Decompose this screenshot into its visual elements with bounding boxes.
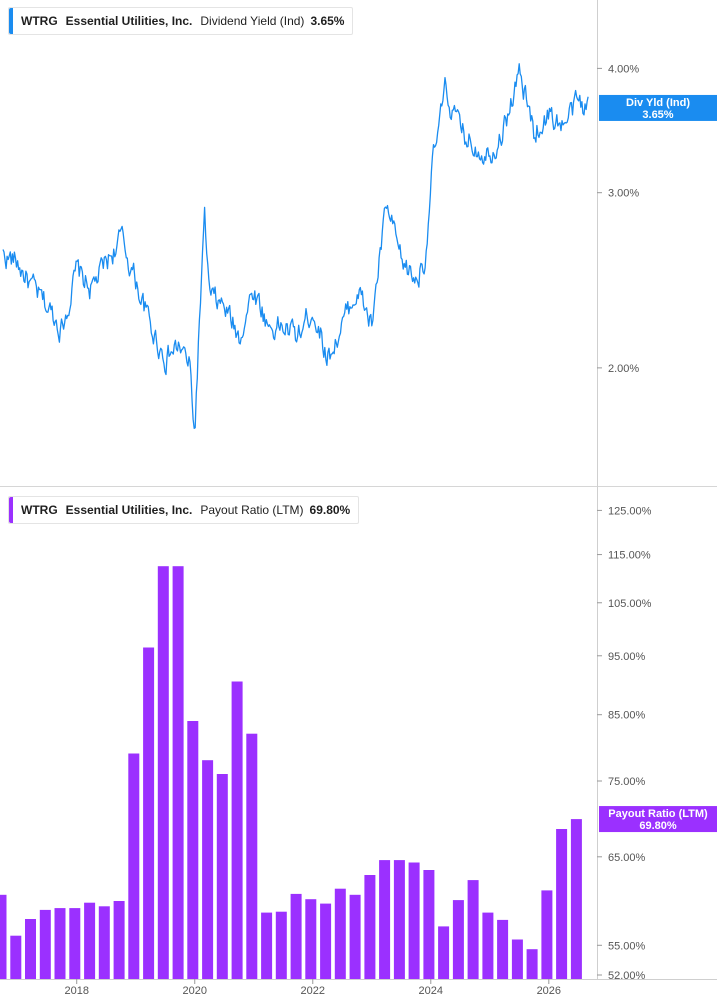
- badges-layer: Div Yld (Ind)3.65% Payout Ratio (LTM)69.8…: [599, 94, 717, 833]
- payout-ratio-bar: [157, 566, 169, 979]
- div-yld-badge-bg: [599, 94, 717, 121]
- payout-ratio-bar: [467, 880, 479, 979]
- bottom-y-tick-label: 105.00%: [608, 598, 652, 610]
- top-legend: WTRG Essential Utilities, Inc. Dividend …: [8, 7, 354, 35]
- x-tick-label: 2022: [301, 985, 325, 997]
- payout-ratio-bar: [393, 860, 405, 979]
- div-yld-badge-label: Div Yld (Ind): [626, 97, 690, 109]
- x-tick-label: 2024: [419, 985, 443, 997]
- payout-ratio-bar: [541, 890, 553, 979]
- payout-ratio-bar: [172, 566, 184, 979]
- bottom-legend-value: 69.80%: [309, 503, 351, 517]
- payout-ratio-bar: [408, 862, 420, 979]
- payout-ratio-bar: [202, 760, 214, 979]
- payout-ratio-bar: [438, 926, 450, 979]
- payout-ratio-bar: [69, 908, 81, 979]
- top-legend-value: 3.65%: [310, 14, 345, 28]
- x-tick-label: 2018: [64, 985, 88, 997]
- bottom-y-tick-label: 65.00%: [608, 852, 646, 864]
- payout-ratio-bar: [231, 681, 243, 979]
- payout-ratio-bar: [305, 899, 317, 979]
- payout-ratio-bar: [452, 900, 464, 979]
- bottom-legend-company: Essential Utilities, Inc.: [65, 503, 193, 517]
- payout-ratio-bar-layer: [0, 566, 582, 979]
- payout-ratio-bar: [187, 721, 199, 979]
- bottom-legend-ticker: WTRG: [21, 503, 58, 517]
- payout-ratio-badge-value: 69.80%: [639, 820, 677, 832]
- div-yld-badge: Div Yld (Ind)3.65%: [599, 94, 717, 121]
- payout-ratio-bar: [275, 911, 287, 979]
- x-tick-label: 2026: [537, 985, 561, 997]
- payout-ratio-bar: [98, 906, 110, 979]
- payout-ratio-badge-label: Payout Ratio (LTM): [608, 808, 708, 820]
- bottom-y-tick-label: 95.00%: [608, 651, 646, 663]
- bottom-y-tick-label: 52.00%: [608, 970, 646, 982]
- payout-ratio-bar: [556, 829, 568, 979]
- payout-ratio-bar: [10, 935, 22, 979]
- payout-ratio-badge-bg: [599, 806, 717, 833]
- payout-ratio-bar: [246, 733, 258, 979]
- top-legend-company: Essential Utilities, Inc.: [65, 14, 193, 28]
- payout-ratio-bar: [39, 909, 51, 979]
- payout-ratio-bar: [128, 753, 140, 979]
- payout-ratio-bar: [25, 919, 36, 979]
- bottom-y-tick-label: 125.00%: [608, 505, 652, 517]
- top-y-tick-label: 4.00%: [608, 63, 639, 75]
- payout-ratio-bar: [0, 894, 7, 979]
- payout-ratio-bar: [379, 860, 391, 979]
- bottom-y-tick-label: 75.00%: [608, 776, 646, 788]
- payout-ratio-bar: [482, 912, 494, 979]
- payout-ratio-bar: [364, 875, 376, 979]
- dividend-yield-line-layer: [2, 63, 589, 430]
- top-legend-swatch: [9, 8, 13, 34]
- bottom-y-tick-label: 85.00%: [608, 710, 646, 722]
- dividend-yield-line: [2, 63, 589, 430]
- div-yld-badge-value: 3.65%: [642, 109, 673, 121]
- bottom-y-tick-label: 115.00%: [608, 550, 651, 562]
- payout-ratio-bar: [290, 893, 302, 979]
- x-tick-label: 2020: [182, 985, 206, 997]
- payout-ratio-bar: [334, 888, 346, 979]
- payout-ratio-bar: [320, 903, 332, 979]
- payout-ratio-bar: [113, 901, 125, 979]
- bottom-legend: WTRG Essential Utilities, Inc. Payout Ra…: [8, 496, 360, 524]
- payout-ratio-bar: [216, 774, 228, 979]
- payout-ratio-bar: [349, 894, 361, 979]
- top-legend-metric: Dividend Yield (Ind): [200, 14, 305, 28]
- payout-ratio-bar: [570, 819, 582, 979]
- payout-ratio-bar: [143, 647, 155, 979]
- payout-ratio-bar: [511, 939, 523, 979]
- bottom-legend-swatch: [9, 497, 13, 523]
- payout-ratio-bar: [423, 870, 435, 979]
- payout-ratio-bar: [497, 919, 509, 979]
- bottom-legend-metric: Payout Ratio (LTM): [200, 503, 304, 517]
- top-legend-ticker: WTRG: [21, 14, 58, 28]
- top-y-tick-label: 2.00%: [608, 363, 639, 375]
- payout-ratio-badge: Payout Ratio (LTM)69.80%: [599, 806, 717, 833]
- top-y-tick-label: 3.00%: [608, 188, 639, 200]
- payout-ratio-bar: [261, 912, 273, 979]
- payout-ratio-bar: [54, 908, 66, 979]
- payout-ratio-bar: [84, 902, 96, 979]
- bottom-y-tick-label: 55.00%: [608, 940, 646, 952]
- payout-ratio-bar: [526, 949, 538, 979]
